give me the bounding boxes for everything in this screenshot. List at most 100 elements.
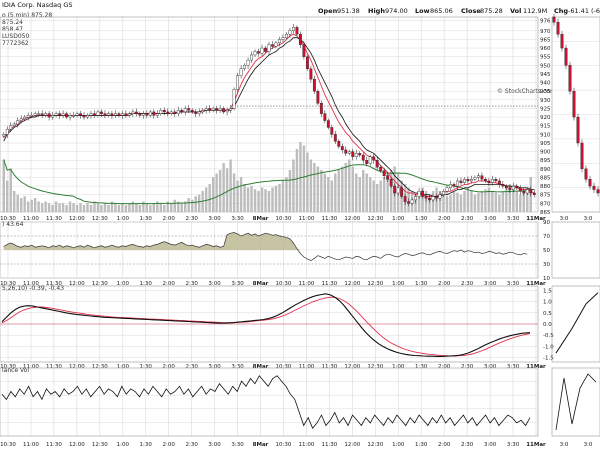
macd-tick-label: -1.5: [543, 356, 554, 362]
x-tick-label: 2:30: [185, 442, 198, 448]
x-tick-label: 10:30: [276, 216, 292, 222]
volume-bar: [463, 191, 466, 212]
volume-bar: [145, 203, 149, 212]
macd-tick-label: 0.5: [543, 311, 552, 317]
macd-panel: 1.5 1.0 0.5 0.0 -0.5 -1.0 -1.5: [0, 285, 554, 363]
candle-body: [96, 111, 100, 116]
price-tick-label: 920: [540, 115, 551, 121]
overlay-value-3: LUSD050: [2, 33, 29, 40]
candle-body: [494, 179, 498, 182]
x-tick-label: 2:00: [163, 281, 176, 287]
x-tick-label: 10:30: [0, 442, 16, 448]
overlay-value-2: 858.47: [2, 26, 23, 33]
candle-body: [225, 109, 229, 113]
candle-body: [37, 113, 41, 115]
candle-body: [487, 180, 491, 183]
volume-bar: [79, 203, 82, 212]
overlay-value-4: 7772362: [2, 40, 29, 47]
candle-body: [16, 120, 20, 125]
volume-bar: [470, 191, 473, 212]
right-candle-body: [552, 16, 556, 23]
right-candle-body: [576, 116, 580, 144]
x-tick-label: 11:00: [23, 442, 39, 448]
volume-bar: [295, 149, 299, 212]
balance-vol-line: [1, 375, 531, 429]
x-tick-label: 2:00: [438, 442, 451, 448]
candle-body: [449, 184, 452, 189]
volume-bar: [253, 189, 257, 212]
candle-body: [466, 179, 470, 182]
x-tick-label: 12:30: [92, 442, 108, 448]
volume-bar: [86, 203, 89, 212]
x-tick-label: 11:00: [299, 216, 315, 222]
candle-body: [9, 125, 13, 130]
volume-bar: [285, 177, 288, 212]
candle-body: [302, 44, 306, 57]
candle-body: [23, 116, 27, 120]
x-tick-label: 12:30: [367, 216, 383, 222]
volume-bar: [12, 191, 16, 212]
candle-body: [58, 113, 62, 116]
stat-close-label: Close: [461, 7, 481, 15]
volume-bar: [466, 187, 470, 212]
x-tick-label: 1:30: [415, 442, 428, 448]
candle-body: [323, 113, 327, 121]
candle-body: [400, 187, 404, 197]
price-tick-label: 955: [540, 55, 551, 61]
price-tick-label: 915: [540, 124, 551, 130]
price-tick-label: 925: [540, 106, 551, 112]
right-bop-frame: [551, 367, 600, 437]
candle-body: [407, 201, 411, 204]
overlay-value-1: 875.24: [2, 19, 23, 26]
price-tick-label: 930: [540, 98, 551, 104]
candle-body: [12, 123, 16, 126]
candle-body: [44, 113, 48, 116]
volume-bar: [445, 196, 449, 212]
candle-body: [246, 59, 250, 66]
volume-bar: [114, 203, 117, 212]
volume-bar: [72, 203, 75, 212]
candle-body: [86, 115, 89, 118]
x-tick-label: 3:00: [208, 281, 221, 287]
candle-body: [120, 113, 124, 116]
volume-bar: [110, 201, 114, 212]
stats-bar: Open 951.38 High 974.00 Low 865.06 Close…: [318, 7, 600, 15]
candle-body: [511, 185, 515, 190]
x-tick-label: 10:30: [276, 364, 292, 370]
x-tick-label: 12:00: [344, 364, 360, 370]
x-tick-label: 11Mar: [526, 364, 546, 370]
candle-body: [110, 113, 114, 116]
volume-bar: [344, 163, 348, 212]
candle-body: [532, 192, 536, 195]
candle-body: [316, 91, 320, 104]
right-x-tick-label: 3:0: [584, 442, 593, 448]
volume-bar: [243, 184, 246, 212]
volume-bar: [100, 205, 103, 212]
volume-bar: [184, 201, 187, 212]
volume-bar: [208, 184, 211, 212]
volume-bar: [386, 173, 389, 212]
candle-body: [386, 175, 390, 180]
candle-body: [281, 37, 285, 40]
candle-body: [285, 34, 288, 38]
candle-body: [145, 113, 149, 116]
candle-body: [375, 160, 379, 168]
candle-body: [501, 184, 505, 187]
x-tick-label: 12:30: [92, 281, 108, 287]
candle-body: [218, 108, 222, 111]
stat-open-value: 951.38: [337, 7, 360, 15]
candle-body: [236, 75, 240, 90]
volume-bar: [107, 205, 110, 212]
stat-vol-value: 112.9M: [523, 7, 547, 15]
macd-tick-label: 1.5: [543, 288, 552, 294]
candle-body: [40, 113, 44, 116]
rsi-label: ) 43.64: [2, 221, 24, 228]
rsi-tick-label: 50: [543, 248, 550, 254]
candle-body: [54, 113, 58, 116]
x-tick-label: 2:30: [461, 364, 474, 370]
candle-body: [361, 154, 365, 161]
price-tick-label: 960: [540, 46, 551, 52]
volume-bar: [82, 205, 86, 212]
x-tick-label: 10:30: [276, 442, 292, 448]
candle-body: [141, 113, 145, 116]
